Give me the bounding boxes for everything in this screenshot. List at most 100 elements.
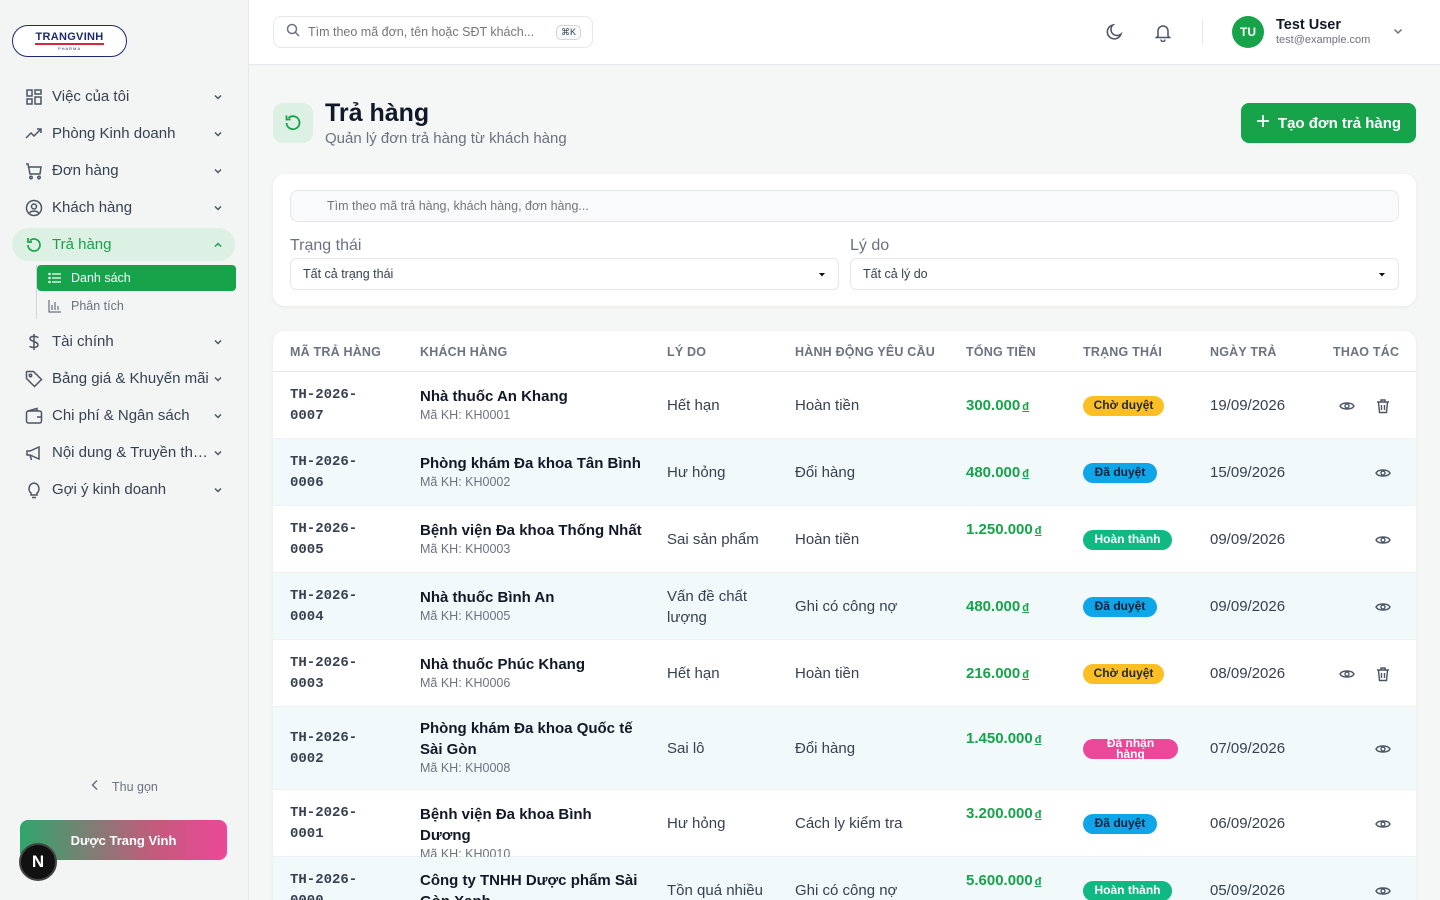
moon-icon[interactable]	[1103, 20, 1127, 44]
collapse-sidebar-button[interactable]: Thu gọn	[90, 779, 158, 794]
sidebar-item-customers[interactable]: Khách hàng	[12, 191, 235, 224]
return-code[interactable]: TH-2026- 0005	[290, 519, 380, 561]
status-badge: Đã duyệt	[1083, 462, 1157, 483]
plus-icon	[1256, 114, 1270, 132]
delete-trash-icon[interactable]	[1373, 396, 1393, 416]
table-row[interactable]: TH-2026- 0007 Nhà thuốc An Khang Mã KH: KH0…	[273, 372, 1416, 439]
return-date: 09/09/2026	[1210, 531, 1286, 548]
sidebar: TRANGVINH PHARMA Việc của tôi Phòng Kinh…	[0, 0, 249, 900]
brand-sub: PHARMA	[57, 46, 82, 51]
view-eye-icon[interactable]	[1337, 396, 1357, 416]
col-header-code[interactable]: MÃ TRẢ HÀNG	[290, 345, 382, 359]
brand-logo[interactable]: TRANGVINH PHARMA	[12, 25, 127, 57]
return-code[interactable]: TH-2026- 0002	[290, 728, 380, 770]
sidebar-item-expenses[interactable]: Chi phí & Ngân sách	[12, 399, 235, 432]
customer-name[interactable]: Bệnh viện Đa khoa Thống Nhất	[420, 521, 642, 539]
table-row[interactable]: TH-2026- 0002 Phòng khám Đa khoa Quốc tế S…	[273, 707, 1416, 790]
returns-search[interactable]	[290, 190, 1399, 222]
view-eye-icon[interactable]	[1337, 664, 1357, 684]
bar-chart-icon	[47, 298, 63, 314]
sidebar-item-sales[interactable]: Phòng Kinh doanh	[12, 117, 235, 150]
customer-name[interactable]: Nhà thuốc Bình An	[420, 588, 555, 606]
sidebar-subitem-analytics[interactable]: Phân tích	[37, 293, 235, 319]
table-row[interactable]: TH-2026- 0005 Bệnh viện Đa khoa Thống Nhất…	[273, 506, 1416, 573]
sidebar-item-orders[interactable]: Đơn hàng	[12, 154, 235, 187]
return-reason: Tồn quá nhiều	[667, 882, 763, 899]
sidebar-item-returns[interactable]: Trả hàng	[12, 228, 235, 261]
requested-action: Ghi có công nợ	[795, 882, 898, 899]
return-code[interactable]: TH-2026- 0004	[290, 586, 380, 628]
row-actions	[1373, 463, 1393, 483]
return-code-number: 0003	[290, 675, 324, 692]
customer-cell: Nhà thuốc An Khang Mã KH: KH0001	[420, 386, 645, 422]
sidebar-item-my-tasks[interactable]: Việc của tôi	[12, 80, 235, 113]
customer-name[interactable]: Bệnh viện Đa khoa Bình Dương	[420, 805, 592, 844]
customer-name[interactable]: Nhà thuốc An Khang	[420, 387, 568, 405]
return-code[interactable]: TH-2026- 0001	[290, 803, 380, 845]
return-code[interactable]: TH-2026- 0000	[290, 870, 380, 900]
delete-trash-icon[interactable]	[1373, 664, 1393, 684]
global-search-input[interactable]	[308, 25, 548, 39]
view-eye-icon[interactable]	[1373, 597, 1393, 617]
col-header-amount[interactable]: TỔNG TIỀN	[966, 345, 1036, 359]
view-eye-icon[interactable]	[1373, 881, 1393, 900]
chevron-down-icon	[211, 127, 225, 141]
list-icon	[47, 270, 63, 286]
bell-icon[interactable]	[1151, 20, 1175, 44]
return-code-number: 0002	[290, 750, 324, 767]
chevron-down-icon	[211, 409, 225, 423]
chevron-down-icon[interactable]	[1392, 24, 1404, 42]
col-header-status[interactable]: TRẠNG THÁI	[1083, 345, 1163, 359]
tag-icon	[24, 369, 44, 389]
return-code-number: 0005	[290, 541, 324, 558]
sidebar-nav: Việc của tôi Phòng Kinh doanh Đơn hàng K…	[12, 80, 236, 510]
returns-table: MÃ TRẢ HÀNG KHÁCH HÀNG LÝ DO HÀNH ĐỘNG Y…	[273, 331, 1416, 900]
grid-icon	[24, 87, 44, 107]
caret-down-icon	[818, 267, 826, 281]
table-row[interactable]: TH-2026- 0003 Nhà thuốc Phúc Khang Mã KH: K…	[273, 640, 1416, 707]
row-actions	[1373, 739, 1393, 759]
table-row[interactable]: TH-2026- 0000 Công ty TNHH Dược phẩm Sài G…	[273, 857, 1416, 900]
customer-name[interactable]: Phòng khám Đa khoa Quốc tế Sài Gòn	[420, 720, 633, 758]
view-eye-icon[interactable]	[1373, 814, 1393, 834]
sidebar-item-content[interactable]: Nội dung & Truyền thông	[12, 436, 235, 469]
sidebar-subitem-label: Danh sách	[71, 271, 131, 285]
customer-name[interactable]: Nhà thuốc Phúc Khang	[420, 655, 585, 673]
return-code-number: 0000	[290, 891, 380, 900]
col-header-customer[interactable]: KHÁCH HÀNG	[420, 345, 508, 359]
customer-name[interactable]: Phòng khám Đa khoa Tân Bình	[420, 454, 641, 472]
sidebar-item-suggestions[interactable]: Gợi ý kinh doanh	[12, 473, 235, 506]
topbar: ⌘K TU Test User test@example.com	[249, 0, 1440, 65]
avatar[interactable]: TU	[1232, 16, 1264, 48]
view-eye-icon[interactable]	[1373, 530, 1393, 550]
total-amount: 480.000 đ	[966, 462, 1061, 485]
status-badge: Hoàn thành	[1083, 880, 1172, 900]
status-badge: Chờ duyệt	[1083, 395, 1164, 416]
status-select[interactable]: Tất cả trạng thái	[290, 258, 839, 290]
view-eye-icon[interactable]	[1373, 463, 1393, 483]
col-header-reason[interactable]: LÝ DO	[667, 345, 707, 359]
table-row[interactable]: TH-2026- 0006 Phòng khám Đa khoa Tân Bình M…	[273, 439, 1416, 506]
returns-search-input[interactable]	[291, 191, 1398, 221]
table-row[interactable]: TH-2026- 0001 Bệnh viện Đa khoa Bình Dương…	[273, 790, 1416, 861]
sidebar-item-finance[interactable]: Tài chính	[12, 325, 235, 358]
customer-name[interactable]: Công ty TNHH Dược phẩm Sài Gòn Xanh	[420, 871, 638, 900]
sidebar-item-pricing[interactable]: Bảng giá & Khuyến mãi	[12, 362, 235, 395]
requested-action: Hoàn tiền	[795, 397, 860, 414]
col-header-action[interactable]: HÀNH ĐỘNG YÊU CẦU	[795, 345, 935, 359]
topbar-divider	[1202, 19, 1203, 45]
global-search[interactable]: ⌘K	[273, 16, 593, 48]
customer-id: Mã KH: KH0008	[420, 761, 511, 775]
return-code[interactable]: TH-2026- 0006	[290, 452, 380, 494]
return-code[interactable]: TH-2026- 0003	[290, 653, 380, 695]
reason-select[interactable]: Tất cả lý do	[850, 258, 1399, 290]
sidebar-subitem-list[interactable]: Danh sách	[37, 265, 236, 291]
col-header-date[interactable]: NGÀY TRẢ	[1210, 345, 1277, 359]
table-row[interactable]: TH-2026- 0004 Nhà thuốc Bình An Mã KH: KH00…	[273, 573, 1416, 640]
customer-cell: Bệnh viện Đa khoa Bình Dương Mã KH: KH001…	[420, 804, 645, 861]
view-eye-icon[interactable]	[1373, 739, 1393, 759]
return-reason: Hết hạn	[667, 397, 720, 414]
n-badge[interactable]: N	[19, 843, 57, 881]
return-code[interactable]: TH-2026- 0007	[290, 385, 380, 427]
create-return-button[interactable]: Tạo đơn trả hàng	[1241, 103, 1416, 143]
